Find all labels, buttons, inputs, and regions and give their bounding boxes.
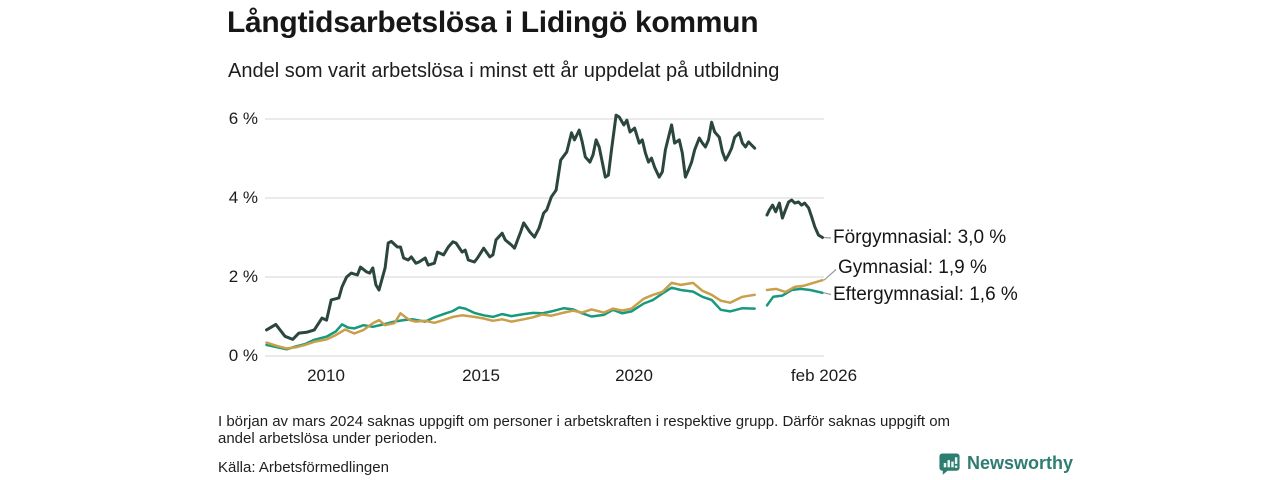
x-axis-tick-2015: 2015 <box>462 366 500 385</box>
newsworthy-wordmark: Newsworthy <box>967 453 1074 473</box>
series-label-eftergymnasial: Eftergymnasial: 1,6 % <box>833 284 1018 305</box>
footnote-line-2: andel arbetslösa under perioden. <box>218 430 438 447</box>
y-axis-tick-4: 4 % <box>228 188 258 207</box>
source-credit: Källa: Arbetsförmedlingen <box>218 459 389 476</box>
page-title: Långtidsarbetslösa i Lidingö kommun <box>227 6 759 39</box>
x-axis-tick-2010: 2010 <box>307 366 345 385</box>
chart-subtitle: Andel som varit arbetslösa i minst ett å… <box>228 60 780 82</box>
y-axis-tick-2: 2 % <box>228 267 258 286</box>
y-axis-tick-6: 6 % <box>228 109 258 128</box>
newsworthy-logo-icon <box>938 452 961 475</box>
footnote-line-1: I början av mars 2024 saknas uppgift om … <box>218 413 951 430</box>
y-axis-tick-0: 0 % <box>228 346 258 365</box>
series-label-forgymnasial: Förgymnasial: 3,0 % <box>833 227 1007 248</box>
series-label-gymnasial: Gymnasial: 1,9 % <box>838 257 987 278</box>
x-axis-tick-2020: 2020 <box>615 366 653 385</box>
newsworthy-brand: Newsworthy <box>938 452 1073 475</box>
x-axis-tick-feb-2026: feb 2026 <box>790 366 858 385</box>
